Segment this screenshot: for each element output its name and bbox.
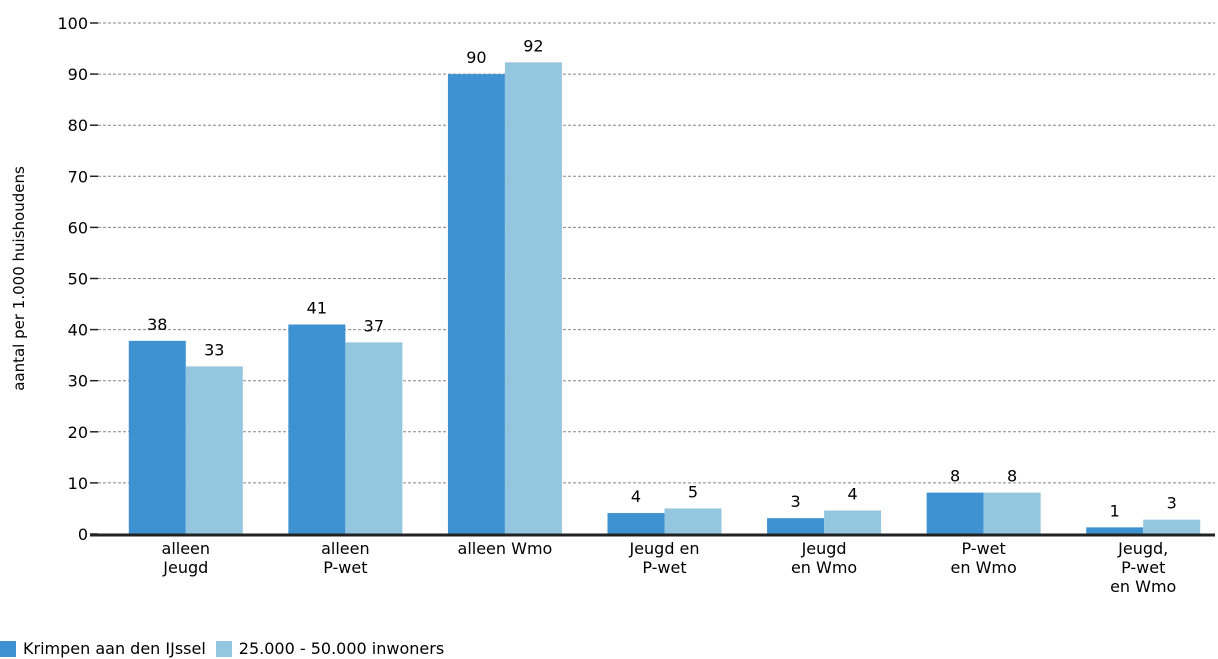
- bar: [983, 492, 1041, 534]
- data-label: 3: [1167, 494, 1177, 513]
- data-label: 4: [847, 484, 857, 503]
- legend-swatch: [215, 640, 232, 657]
- y-tick-label: 10: [68, 474, 88, 493]
- x-tick-label: Jeugd en: [628, 539, 699, 558]
- legend-item: 25.000 - 50.000 inwoners: [215, 639, 445, 658]
- legend-label: Krimpen aan den IJssel: [23, 639, 206, 658]
- x-tick-label: Jeugd: [162, 558, 208, 577]
- y-tick-label: 0: [78, 525, 88, 544]
- bar: [185, 366, 243, 534]
- y-tick-label: 30: [68, 372, 88, 391]
- bar: [288, 324, 346, 534]
- x-tick-label: Jeugd: [801, 539, 847, 558]
- data-label: 1: [1110, 501, 1120, 520]
- x-tick-label: P-wet: [962, 539, 1006, 558]
- y-axis-title: aantal per 1.000 huishoudens: [10, 166, 28, 391]
- y-tick-label: 80: [68, 116, 88, 135]
- y-tick-label: 40: [68, 321, 88, 340]
- data-label: 92: [523, 36, 543, 55]
- y-tick-label: 100: [57, 14, 88, 33]
- y-tick-label: 50: [68, 270, 88, 289]
- x-tick-label: P-wet: [1121, 558, 1165, 577]
- x-tick-label: P-wet: [642, 558, 686, 577]
- bar: [607, 513, 665, 534]
- bar: [128, 340, 186, 534]
- data-label: 8: [1007, 467, 1017, 486]
- data-label: 3: [790, 492, 800, 511]
- bar: [824, 510, 882, 534]
- bar: [447, 74, 505, 534]
- bar: [1143, 519, 1201, 534]
- bars: [128, 62, 1201, 535]
- y-tick-label: 70: [68, 167, 88, 186]
- x-tick-label: en Wmo: [1110, 577, 1176, 596]
- data-label: 38: [147, 315, 167, 334]
- data-label: 37: [364, 316, 384, 335]
- y-tick-label: 60: [68, 218, 88, 237]
- x-tick-label: alleen: [162, 539, 211, 558]
- x-tick-label: Jeugd,: [1117, 539, 1168, 558]
- y-axis-ticks: 0 10 20 30 40 50 60 70 80 90 100: [57, 14, 98, 544]
- bar: [504, 62, 562, 535]
- y-tick-label: 90: [68, 65, 88, 84]
- bar: [926, 492, 984, 534]
- data-label: 4: [631, 487, 641, 506]
- x-tick-label: en Wmo: [951, 558, 1017, 577]
- x-tick-label: P-wet: [323, 558, 367, 577]
- bar: [664, 508, 722, 534]
- data-label: 90: [466, 48, 486, 67]
- legend: Krimpen aan den IJssel 25.000 - 50.000 in…: [0, 638, 454, 659]
- legend-label: 25.000 - 50.000 inwoners: [238, 639, 445, 658]
- value-labels: 38 33 41 37 90 92 4 5 3 4 8 8 1 3: [147, 36, 1177, 520]
- x-tick-label: alleen: [321, 539, 370, 558]
- x-tick-label: en Wmo: [791, 558, 857, 577]
- bar: [345, 342, 403, 534]
- y-tick-label: 20: [68, 423, 88, 442]
- data-label: 33: [204, 340, 224, 359]
- legend-item: Krimpen aan den IJssel: [0, 639, 206, 658]
- x-tick-label: alleen Wmo: [458, 539, 553, 558]
- data-label: 5: [688, 482, 698, 501]
- data-label: 41: [307, 298, 327, 317]
- data-label: 8: [950, 467, 960, 486]
- legend-swatch: [0, 640, 16, 657]
- bar: [1086, 527, 1144, 534]
- gridlines: [98, 22, 1215, 484]
- bar: [767, 518, 825, 534]
